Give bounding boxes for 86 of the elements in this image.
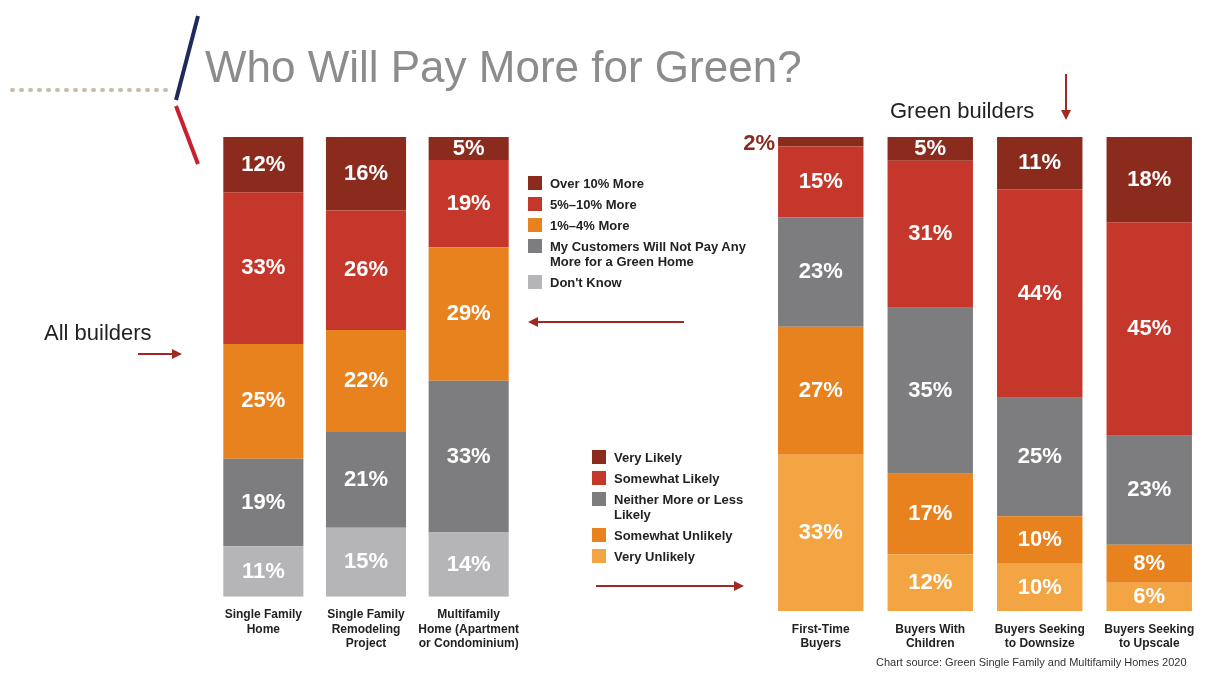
bar bbox=[997, 137, 1083, 190]
chart-subtitle: Green builders bbox=[890, 98, 1035, 124]
data-label: 2% bbox=[743, 129, 776, 155]
bar bbox=[428, 380, 509, 533]
bar bbox=[887, 554, 973, 612]
bar bbox=[887, 307, 973, 474]
data-label: 8% bbox=[1133, 549, 1166, 575]
x-tick-label: Multifamily Home (Apartment or Condominium) bbox=[418, 607, 520, 651]
x-tick-label: Buyers With Children bbox=[895, 621, 966, 651]
x-tick-label: Buyers Seeking to Upscale bbox=[1104, 621, 1195, 651]
data-label: 23% bbox=[1127, 476, 1172, 502]
data-label: 21% bbox=[343, 465, 389, 491]
data-label: 10% bbox=[1017, 526, 1062, 552]
x-tick-label: First-Time Buyers bbox=[791, 621, 850, 651]
data-label: 11% bbox=[241, 557, 285, 583]
bar bbox=[223, 137, 304, 193]
text: Chart source: Green Single Family and Multifamily Homes 2020 bbox=[876, 656, 1188, 668]
bar bbox=[778, 217, 864, 327]
data-label: 16% bbox=[343, 159, 389, 185]
data-label: 29% bbox=[446, 300, 491, 326]
bar bbox=[223, 458, 304, 547]
bar bbox=[997, 397, 1083, 517]
x-tick-label: Single Family Remodeling Project bbox=[327, 607, 405, 651]
data-label: 5% bbox=[452, 134, 485, 160]
data-label: 15% bbox=[343, 548, 389, 574]
data-label: 27% bbox=[798, 376, 843, 402]
bar bbox=[778, 454, 864, 612]
data-label: 12% bbox=[241, 150, 286, 176]
data-label: 22% bbox=[343, 366, 389, 392]
legend-label: 1%–4% More bbox=[550, 218, 630, 233]
legend-label: Very Unlikely bbox=[614, 549, 695, 564]
x-tick-label: Single Family Home bbox=[224, 607, 303, 636]
data-label: 33% bbox=[241, 254, 286, 280]
legend-label: Don't Know bbox=[550, 275, 622, 290]
data-label: 33% bbox=[446, 442, 491, 468]
data-label: 17% bbox=[908, 500, 953, 526]
data-label: 44% bbox=[1017, 279, 1062, 305]
data-label: 25% bbox=[1017, 443, 1062, 469]
data-label: 19% bbox=[241, 488, 286, 514]
legend-label: Neither More or Less Likely bbox=[614, 492, 745, 522]
data-label: 23% bbox=[798, 258, 843, 284]
x-tick-label: Buyers Seeking to Downsize bbox=[994, 621, 1085, 651]
bar bbox=[778, 137, 864, 147]
bar bbox=[778, 146, 864, 218]
legend-label: My Customers Will Not Pay Any More for a Green Home bbox=[550, 239, 747, 269]
legend-label: Over 10% More bbox=[550, 176, 644, 191]
data-label: 6% bbox=[1133, 583, 1166, 609]
legend-label: Somewhat Unlikely bbox=[614, 528, 733, 543]
data-label: 25% bbox=[241, 387, 286, 413]
text: All builders bbox=[44, 320, 152, 346]
bar bbox=[428, 159, 509, 248]
data-label: 33% bbox=[798, 519, 843, 545]
bar bbox=[778, 326, 864, 455]
data-label: 10% bbox=[1017, 573, 1062, 599]
data-label: 45% bbox=[1127, 315, 1172, 341]
legend-label: Very Likely bbox=[614, 450, 682, 465]
bar bbox=[325, 527, 407, 597]
bar bbox=[997, 189, 1083, 398]
data-label: 18% bbox=[1127, 165, 1172, 191]
legend-label: 5%–10% More bbox=[550, 197, 637, 212]
data-label: 35% bbox=[908, 376, 953, 402]
data-label: 31% bbox=[908, 220, 953, 246]
legend-label: Somewhat Likely bbox=[614, 471, 720, 486]
bar bbox=[887, 473, 973, 555]
data-label: 5% bbox=[914, 134, 947, 160]
chart-title: Who Will Pay More for Green? bbox=[205, 42, 802, 92]
data-label: 15% bbox=[798, 168, 843, 194]
bar bbox=[1106, 137, 1192, 223]
data-label: 14% bbox=[446, 550, 491, 576]
bar bbox=[997, 516, 1083, 564]
bar bbox=[428, 532, 509, 597]
bar bbox=[223, 343, 304, 459]
bar bbox=[887, 160, 973, 308]
bar bbox=[325, 210, 407, 331]
bar bbox=[325, 330, 407, 432]
data-label: 12% bbox=[908, 568, 953, 594]
bar bbox=[1106, 544, 1192, 583]
bar bbox=[1106, 435, 1192, 545]
bar bbox=[325, 431, 407, 528]
bar bbox=[428, 247, 509, 381]
bar bbox=[223, 192, 304, 344]
bar bbox=[325, 137, 407, 211]
data-label: 11% bbox=[1018, 149, 1062, 175]
data-label: 19% bbox=[446, 189, 491, 215]
bar bbox=[1106, 222, 1192, 436]
data-label: 26% bbox=[343, 256, 389, 282]
